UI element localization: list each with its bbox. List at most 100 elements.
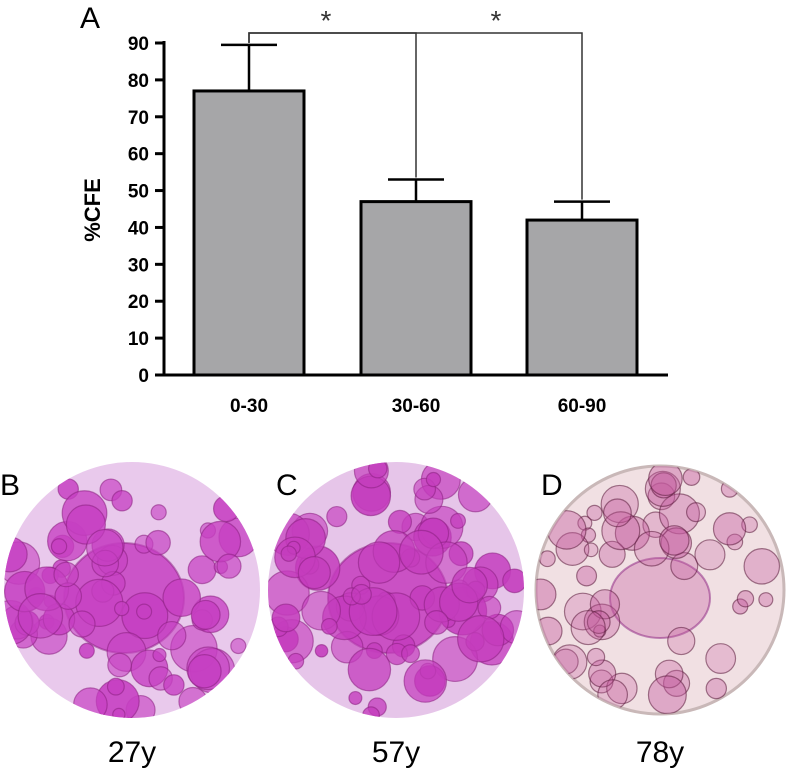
colony xyxy=(112,707,126,718)
colony xyxy=(424,610,449,635)
colony xyxy=(758,592,774,608)
colony xyxy=(694,539,726,571)
colony xyxy=(705,677,728,700)
colony xyxy=(212,495,240,523)
y-tick-label: 0 xyxy=(138,366,149,387)
colony xyxy=(658,525,690,556)
colony xyxy=(136,603,153,620)
colony xyxy=(499,610,524,645)
y-axis-title: %CFE xyxy=(80,178,105,242)
colony xyxy=(398,529,444,575)
colony xyxy=(726,533,744,551)
panel-letter-a: A xyxy=(80,2,100,35)
colony xyxy=(685,502,707,523)
colony xyxy=(457,615,505,663)
colony xyxy=(586,504,603,522)
dish-caption-78y: 78y xyxy=(636,736,684,769)
colony xyxy=(178,686,208,717)
significance-star: * xyxy=(321,5,332,36)
colony xyxy=(654,659,684,689)
y-tick-label: 80 xyxy=(128,71,149,92)
colony xyxy=(347,647,392,692)
colony xyxy=(712,512,747,546)
colony xyxy=(78,642,95,659)
colony xyxy=(17,593,64,639)
central-colony xyxy=(609,557,711,639)
colony xyxy=(450,512,467,529)
significance-bracket xyxy=(248,32,583,200)
colony xyxy=(50,538,68,555)
colony xyxy=(647,675,687,714)
colony xyxy=(536,578,557,611)
colony xyxy=(598,540,626,568)
colony xyxy=(287,652,305,670)
colony xyxy=(705,643,737,674)
y-tick-label: 60 xyxy=(128,145,149,166)
colony xyxy=(157,620,187,651)
colony xyxy=(586,647,606,667)
colony xyxy=(583,542,599,558)
colony xyxy=(145,529,171,556)
y-tick-label: 40 xyxy=(128,218,149,239)
x-tick-label: 30-60 xyxy=(392,396,441,417)
panel-letter-c: C xyxy=(276,469,298,502)
colony xyxy=(602,498,632,528)
error-bars xyxy=(221,43,610,221)
y-tick-label: 10 xyxy=(128,329,149,350)
colony xyxy=(387,509,413,534)
colony xyxy=(357,541,401,584)
colony xyxy=(326,505,348,528)
colony xyxy=(425,471,442,488)
colony xyxy=(633,530,670,567)
colony xyxy=(348,690,363,706)
bar-30-60 xyxy=(359,200,473,377)
bar-60-90 xyxy=(525,218,639,377)
colony xyxy=(736,590,755,608)
colony xyxy=(114,600,130,617)
colony xyxy=(85,528,124,567)
colony xyxy=(150,504,167,521)
colony xyxy=(555,532,590,567)
colony xyxy=(586,610,611,635)
colony xyxy=(187,654,222,689)
colony-cluster xyxy=(536,466,781,714)
y-axis-ticks: 0 10 20 30 40 50 60 70 80 90 xyxy=(128,34,164,387)
colony xyxy=(53,561,80,588)
dish-caption-27y: 27y xyxy=(108,736,156,769)
colony xyxy=(367,462,388,479)
colony xyxy=(601,511,641,551)
colony xyxy=(190,599,221,630)
colony xyxy=(457,477,494,513)
colony xyxy=(743,547,781,585)
dish-caption-57y: 57y xyxy=(372,736,420,769)
colony-cluster xyxy=(268,462,524,718)
y-tick-label: 70 xyxy=(128,108,149,129)
colony xyxy=(576,565,598,587)
colony xyxy=(314,644,329,658)
colony xyxy=(111,490,133,512)
colony xyxy=(403,659,448,703)
colony xyxy=(106,677,125,696)
colony xyxy=(648,466,683,497)
colony xyxy=(68,610,96,638)
colony xyxy=(230,637,247,655)
colony xyxy=(570,609,606,646)
significance-star: * xyxy=(491,5,502,36)
colony xyxy=(647,482,676,511)
colony xyxy=(644,470,681,507)
panel-letter-d: D xyxy=(541,469,563,502)
x-tick-label: 0-30 xyxy=(230,396,268,417)
colony xyxy=(401,644,421,664)
colony xyxy=(216,553,242,579)
colony xyxy=(350,583,372,605)
colony xyxy=(451,566,488,604)
y-tick-label: 30 xyxy=(128,255,149,276)
colony xyxy=(538,550,556,568)
colony xyxy=(152,647,167,663)
bar-0-30 xyxy=(192,89,306,377)
colony xyxy=(667,626,696,656)
colony xyxy=(650,472,677,499)
colony xyxy=(546,510,587,550)
colony xyxy=(280,545,297,562)
